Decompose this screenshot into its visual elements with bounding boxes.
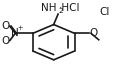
Text: +: + [17, 25, 23, 31]
Text: O: O [89, 28, 98, 38]
Text: 2: 2 [59, 8, 63, 14]
Text: Cl: Cl [99, 7, 109, 17]
Text: O: O [1, 21, 9, 31]
Text: -: - [7, 40, 9, 46]
Text: N: N [11, 28, 19, 38]
Text: ·HCl: ·HCl [59, 3, 81, 13]
Text: O: O [1, 36, 9, 46]
Text: NH: NH [42, 3, 57, 13]
